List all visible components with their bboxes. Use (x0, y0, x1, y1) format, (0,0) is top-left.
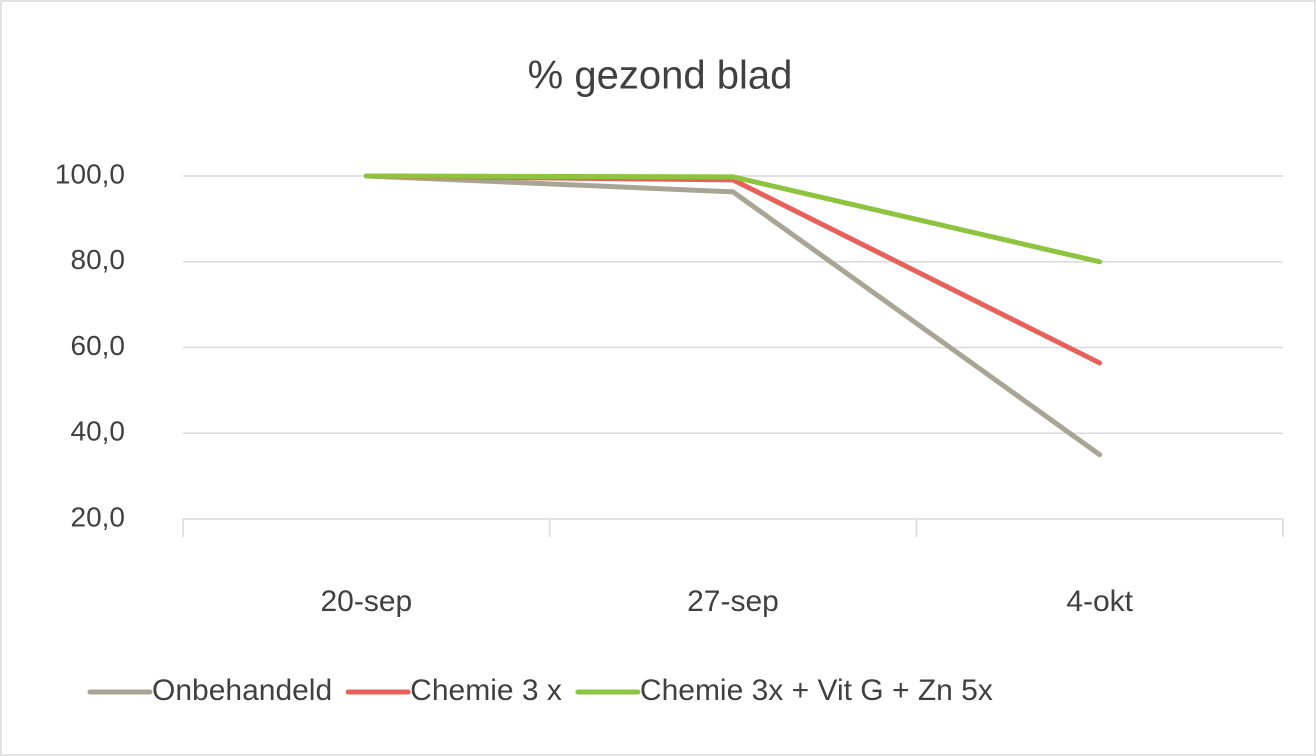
x-tick-label: 20-sep (320, 585, 412, 618)
legend-label: Chemie 3 x (410, 674, 562, 707)
series-line (363, 173, 1103, 265)
y-tick-label: 40,0 (71, 416, 126, 447)
x-tick-label: 4-okt (1066, 585, 1133, 618)
y-tick-label: 60,0 (71, 330, 126, 361)
y-tick-label: 100,0 (55, 158, 125, 189)
legend-label: Onbehandeld (152, 674, 332, 707)
chart-title: % gezond blad (528, 54, 793, 98)
y-tick-label: 80,0 (71, 244, 126, 275)
series-line (363, 173, 1103, 458)
legend-label: Chemie 3x + Vit G + Zn 5x (640, 674, 993, 707)
y-tick-label: 20,0 (71, 501, 126, 532)
x-tick-label: 27-sep (687, 585, 779, 618)
